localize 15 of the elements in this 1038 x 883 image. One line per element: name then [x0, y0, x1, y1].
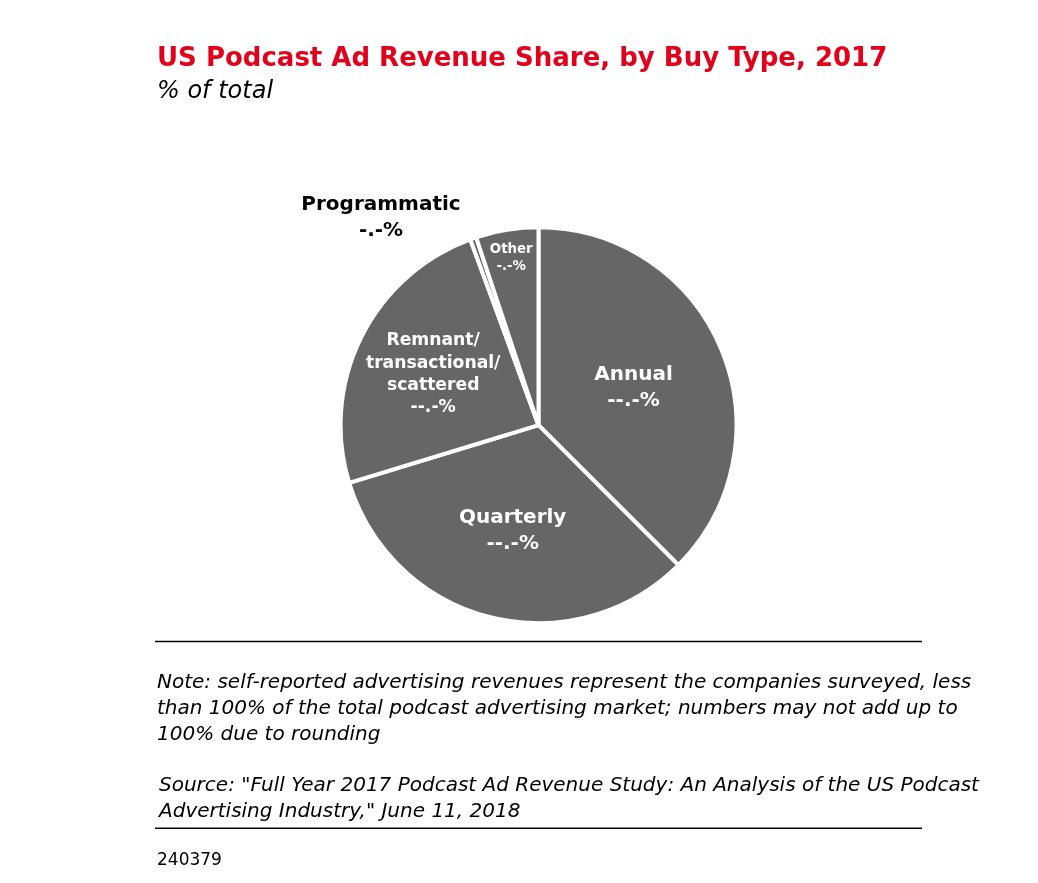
slice-label: Remnant/transactional/scattered	[365, 329, 502, 395]
chart-title: US Podcast Ad Revenue Share, by Buy Type, 2017	[157, 42, 888, 72]
data-label: --.-%	[486, 529, 539, 554]
data-label: -.-%	[496, 258, 527, 274]
data-label: --.-%	[607, 386, 660, 411]
data-label: -.-%	[358, 217, 404, 242]
slice-label: Annual	[594, 360, 673, 385]
text: 240379	[157, 849, 222, 869]
data-label: --.-%	[410, 396, 456, 417]
slice-label: Programmatic	[301, 191, 461, 216]
chart-subtitle: % of total	[157, 76, 274, 104]
slice-label: Other	[489, 240, 534, 256]
slice-label: Quarterly	[458, 503, 567, 528]
source-note: Source: "Full Year 2017 Podcast Ad Revenue Study: An Analysis of the US Podcast Advertising Industry," June 11, 2018	[157, 772, 981, 822]
text: Note: self-reported advertising revenues represent the companies surveyed, less than 100% of the total podcast advertising market; numbers may not add up to 100% due to rounding	[157, 669, 972, 745]
